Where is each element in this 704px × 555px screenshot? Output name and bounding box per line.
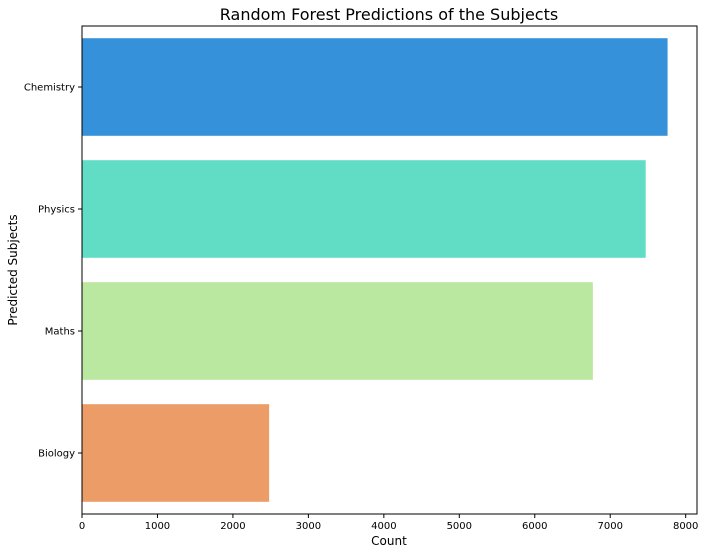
y-tick-label: Physics: [38, 205, 75, 216]
x-tick-label: 6000: [522, 521, 547, 532]
x-axis-ticks: 0 1000 2000 3000 4000 5000 6000 7000 8000: [79, 514, 698, 532]
x-tick-label: 2000: [220, 521, 245, 532]
bar-maths: [82, 282, 593, 380]
x-tick-label: 1000: [145, 521, 170, 532]
y-tick-label: Biology: [38, 449, 75, 460]
y-axis-ticks: Chemistry Physics Maths Biology: [24, 83, 82, 460]
y-axis-label: Predicted Subjects: [6, 214, 20, 325]
y-tick-label: Chemistry: [24, 83, 75, 94]
x-tick-label: 5000: [447, 521, 472, 532]
x-tick-label: 7000: [597, 521, 622, 532]
bars-group: [82, 38, 668, 502]
chart-title: Random Forest Predictions of the Subject…: [220, 5, 558, 24]
bar-physics: [82, 160, 646, 258]
x-axis-label: Count: [371, 534, 407, 548]
x-tick-label: 4000: [371, 521, 396, 532]
plot-frame: [81, 25, 698, 515]
x-tick-label: 8000: [673, 521, 698, 532]
x-tick-label: 3000: [296, 521, 321, 532]
bar-chemistry: [82, 38, 668, 136]
x-tick-label: 0: [79, 521, 85, 532]
y-tick-label: Maths: [45, 327, 75, 338]
bar-biology: [82, 404, 270, 502]
